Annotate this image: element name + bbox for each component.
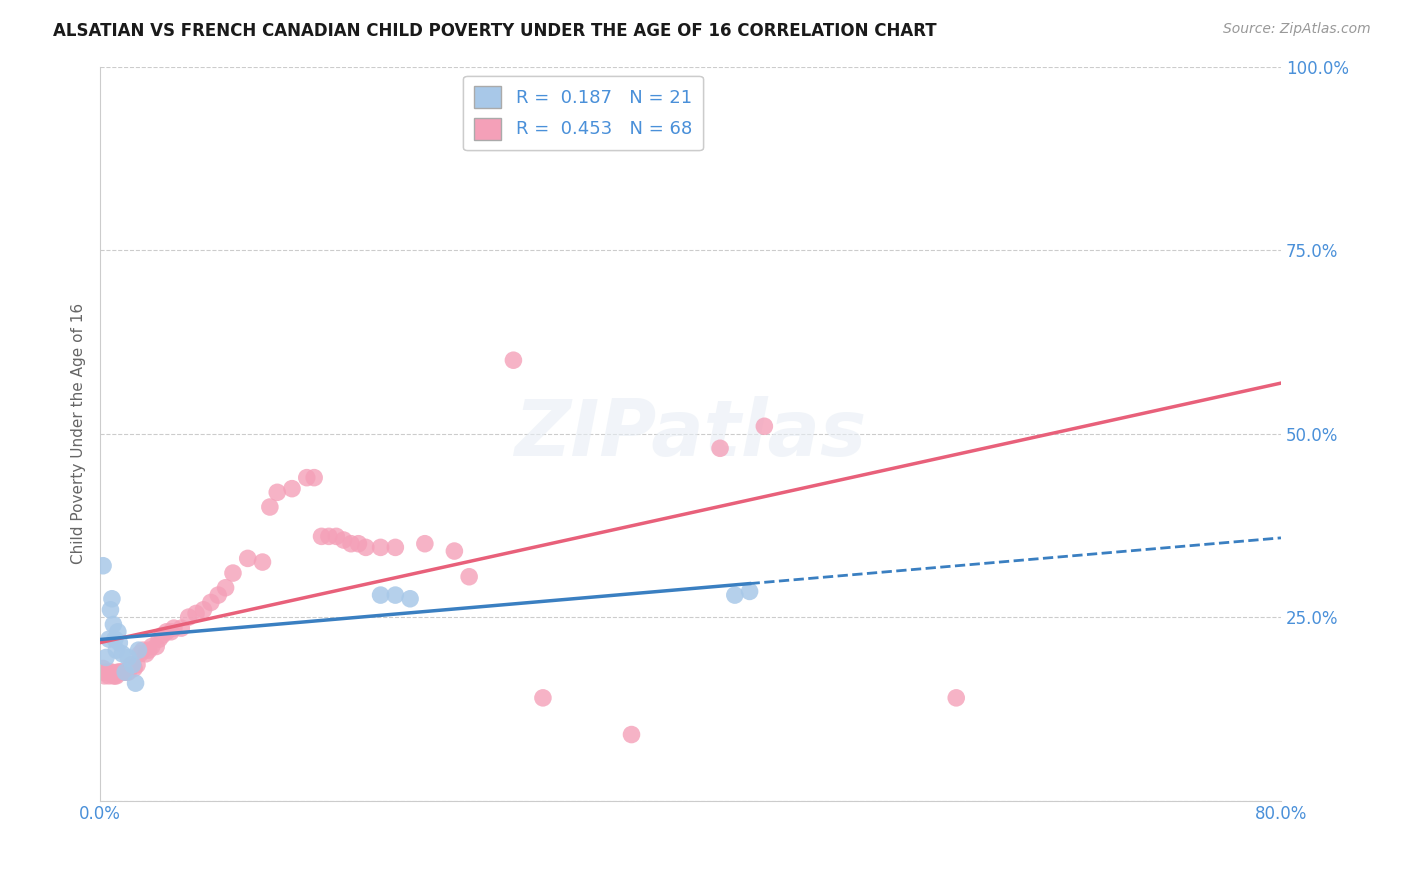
- Point: [124, 676, 146, 690]
- Point: [295, 470, 318, 484]
- Point: [117, 665, 139, 680]
- Point: [118, 661, 141, 675]
- Point: [93, 669, 115, 683]
- Point: [259, 500, 281, 514]
- Point: [120, 657, 142, 672]
- Point: [281, 482, 304, 496]
- Point: [370, 588, 392, 602]
- Point: [107, 665, 129, 680]
- Point: [738, 584, 761, 599]
- Point: [384, 588, 406, 602]
- Point: [121, 657, 143, 672]
- Point: [145, 640, 167, 654]
- Point: [117, 650, 139, 665]
- Point: [332, 533, 354, 547]
- Point: [122, 661, 145, 675]
- Point: [443, 544, 465, 558]
- Point: [214, 581, 236, 595]
- Point: [104, 632, 127, 647]
- Point: [101, 665, 124, 680]
- Point: [724, 588, 747, 602]
- Point: [98, 669, 121, 683]
- Point: [354, 541, 377, 555]
- Point: [132, 643, 155, 657]
- Point: [222, 566, 245, 580]
- Point: [100, 603, 122, 617]
- Point: [302, 470, 325, 484]
- Point: [163, 621, 186, 635]
- Point: [502, 353, 524, 368]
- Point: [252, 555, 274, 569]
- Point: [236, 551, 259, 566]
- Point: [177, 610, 200, 624]
- Point: [155, 624, 177, 639]
- Point: [531, 690, 554, 705]
- Point: [103, 617, 125, 632]
- Point: [103, 669, 125, 683]
- Point: [384, 541, 406, 555]
- Point: [266, 485, 288, 500]
- Point: [94, 650, 117, 665]
- Point: [129, 647, 152, 661]
- Point: [111, 647, 134, 661]
- Point: [370, 541, 392, 555]
- Point: [193, 603, 215, 617]
- Point: [101, 591, 124, 606]
- Point: [107, 624, 129, 639]
- Point: [458, 570, 481, 584]
- Point: [125, 657, 148, 672]
- Point: [754, 419, 776, 434]
- Point: [620, 727, 643, 741]
- Point: [108, 665, 131, 680]
- Point: [184, 607, 207, 621]
- Point: [200, 595, 222, 609]
- Legend: R =  0.187   N = 21, R =  0.453   N = 68: R = 0.187 N = 21, R = 0.453 N = 68: [464, 76, 703, 151]
- Point: [311, 529, 333, 543]
- Point: [945, 690, 967, 705]
- Point: [207, 588, 229, 602]
- Point: [111, 665, 134, 680]
- Point: [709, 442, 731, 456]
- Point: [100, 665, 122, 680]
- Point: [110, 665, 132, 680]
- Y-axis label: Child Poverty Under the Age of 16: Child Poverty Under the Age of 16: [72, 303, 86, 564]
- Point: [121, 657, 143, 672]
- Point: [94, 665, 117, 680]
- Point: [148, 632, 170, 647]
- Point: [150, 628, 173, 642]
- Point: [96, 665, 118, 680]
- Point: [170, 621, 193, 635]
- Point: [340, 537, 363, 551]
- Point: [108, 636, 131, 650]
- Point: [91, 661, 114, 675]
- Point: [413, 537, 436, 551]
- Point: [91, 558, 114, 573]
- Point: [325, 529, 347, 543]
- Point: [347, 537, 370, 551]
- Text: ZIPatlas: ZIPatlas: [515, 396, 866, 472]
- Point: [105, 669, 128, 683]
- Point: [141, 640, 163, 654]
- Point: [318, 529, 340, 543]
- Text: ALSATIAN VS FRENCH CANADIAN CHILD POVERTY UNDER THE AGE OF 16 CORRELATION CHART: ALSATIAN VS FRENCH CANADIAN CHILD POVERT…: [53, 22, 936, 40]
- Point: [112, 665, 135, 680]
- Point: [114, 665, 136, 680]
- Point: [160, 624, 183, 639]
- Point: [90, 665, 112, 680]
- Point: [399, 591, 422, 606]
- Point: [104, 669, 127, 683]
- Point: [128, 643, 150, 657]
- Point: [105, 643, 128, 657]
- Point: [138, 643, 160, 657]
- Point: [115, 665, 138, 680]
- Text: Source: ZipAtlas.com: Source: ZipAtlas.com: [1223, 22, 1371, 37]
- Point: [98, 632, 121, 647]
- Point: [114, 665, 136, 680]
- Point: [135, 647, 157, 661]
